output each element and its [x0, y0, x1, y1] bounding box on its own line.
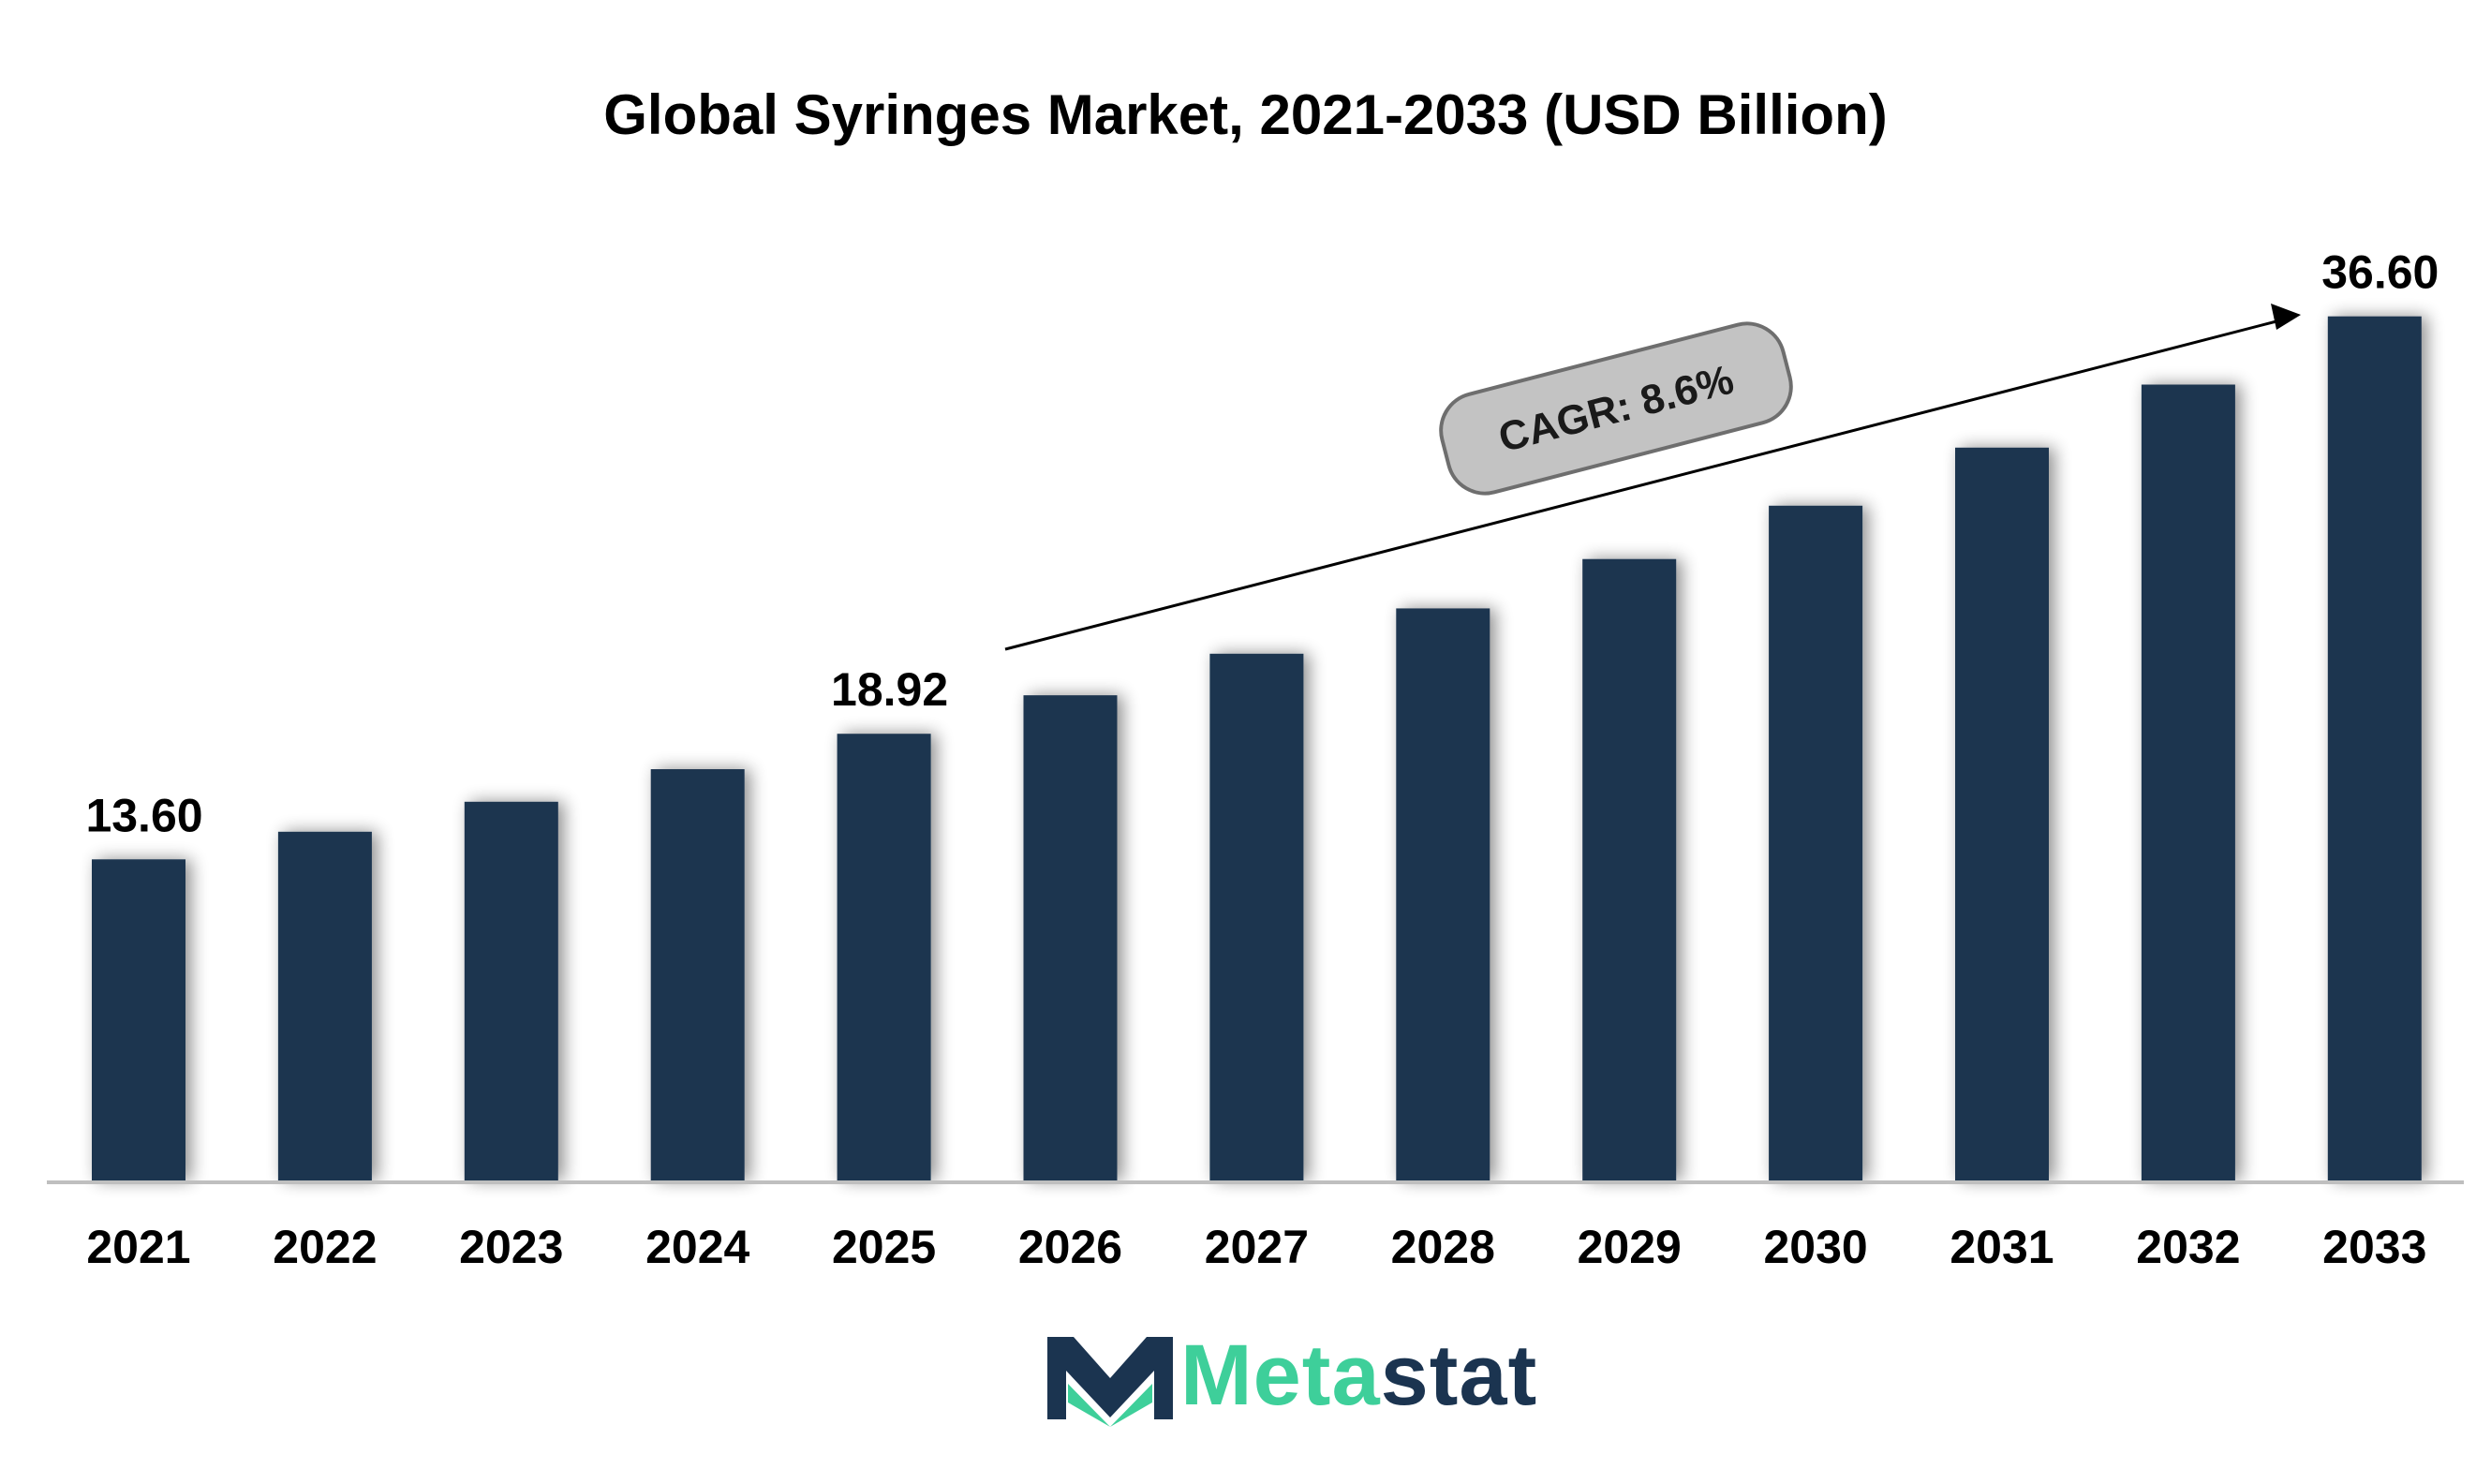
data-label-2021: 13.60: [85, 789, 202, 841]
bar-2028: [1396, 608, 1490, 1180]
x-tick-label-2024: 2024: [645, 1221, 749, 1273]
x-tick-label-2029: 2029: [1578, 1221, 1682, 1273]
logo-text-meta: Meta: [1180, 1327, 1381, 1423]
x-tick-label-2021: 2021: [86, 1221, 190, 1273]
logo-text-stat: stat: [1380, 1327, 1538, 1423]
x-tick-label-2027: 2027: [1205, 1221, 1309, 1273]
x-tick-label-2032: 2032: [2136, 1221, 2240, 1273]
cagr-trend-arrow: [1004, 304, 2301, 651]
bar-chart: 2021 2022 2023 2024 2025 2026 2027 2028 2029 2030…: [47, 246, 2464, 1273]
bar-2027: [1209, 653, 1304, 1180]
metastat-wordmark: Metastat: [1180, 1327, 1537, 1425]
bar-2024: [650, 769, 745, 1180]
x-tick-label-2023: 2023: [459, 1221, 563, 1273]
chart-title: Global Syringes Market, 2021-2033 (USD B…: [603, 83, 1888, 146]
cagr-badge: CAGR: 8.6%: [1439, 321, 1793, 496]
metastat-logo: Metastat: [1040, 1319, 1537, 1432]
bar-2030: [1769, 505, 1863, 1180]
data-label-2033: 36.60: [2321, 246, 2439, 299]
bar-2033: [2327, 316, 2422, 1180]
bar-2023: [464, 801, 558, 1180]
data-label-2025: 18.92: [831, 663, 948, 716]
bar-2031: [1955, 447, 2049, 1180]
x-tick-label-2031: 2031: [1950, 1221, 2054, 1273]
x-tick-label-2026: 2026: [1018, 1221, 1122, 1273]
bar-2026: [1023, 695, 1118, 1180]
x-tick-label-2030: 2030: [1763, 1221, 1867, 1273]
bar-2021: [92, 859, 185, 1180]
bar-2029: [1582, 558, 1677, 1180]
x-tick-label-2028: 2028: [1391, 1221, 1495, 1273]
x-tick-label-2022: 2022: [273, 1221, 377, 1273]
metastat-m-icon: [1047, 1337, 1173, 1427]
x-tick-label-2025: 2025: [832, 1221, 936, 1273]
x-tick-label-2033: 2033: [2322, 1221, 2426, 1273]
bar-2032: [2141, 384, 2235, 1180]
bar-2022: [277, 831, 372, 1180]
bar-2025: [837, 734, 931, 1180]
